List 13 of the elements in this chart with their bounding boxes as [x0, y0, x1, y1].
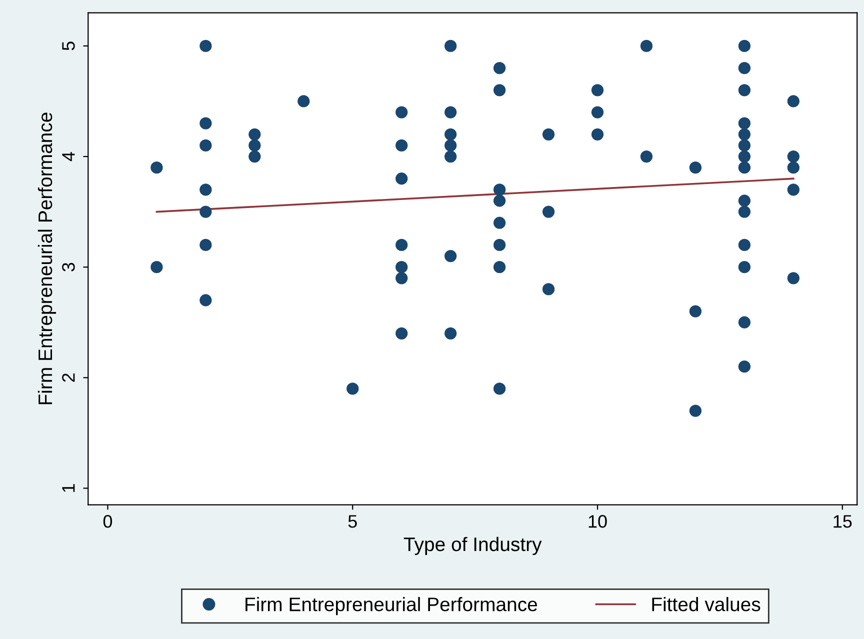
y-tick-label: 4: [62, 152, 75, 162]
x-tick-label: 15: [834, 515, 852, 528]
x-tick-label: 5: [348, 515, 357, 528]
y-tick-label: 3: [62, 262, 75, 272]
y-axis-title: Firm Entrepreneurial Performance: [38, 112, 56, 404]
x-axis-title: Type of Industry: [404, 536, 542, 556]
x-tick-label: 0: [103, 515, 112, 528]
y-tick-label: 2: [62, 374, 75, 382]
y-tick-label: 5: [62, 42, 75, 50]
legend-label: Firm Entrepreneurial Performance: [246, 596, 538, 616]
legend-label: Fitted values: [652, 596, 760, 612]
y-tick-label: 1: [62, 484, 75, 492]
x-tick-label: 10: [588, 515, 607, 528]
